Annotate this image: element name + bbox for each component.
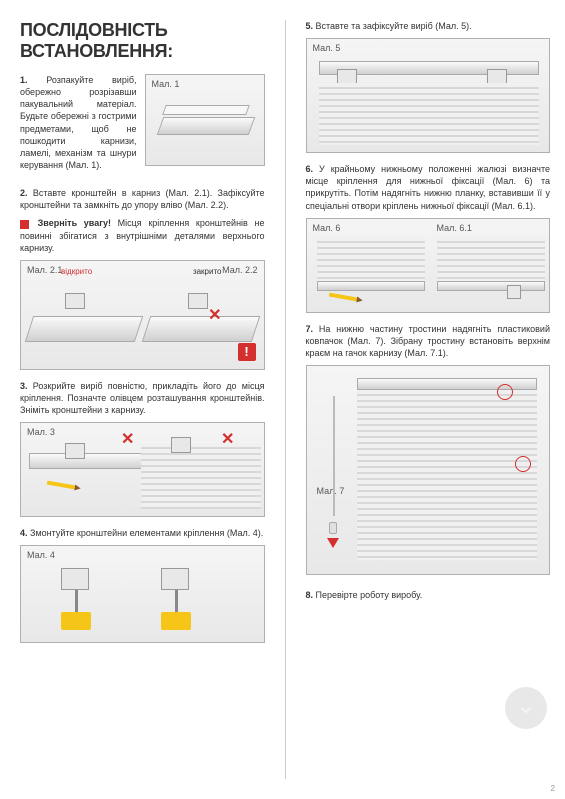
step-5-text: 5. Вставте та зафіксуйте виріб (Мал. 5). — [306, 20, 551, 32]
step-7-body: На нижню частину тростини надягніть плас… — [306, 324, 551, 358]
warning-label: Зверніть увагу! — [38, 218, 111, 228]
step-6-text: 6. У крайньому нижньому положенні жалюзі… — [306, 163, 551, 212]
figure-5-label: Мал. 5 — [313, 43, 341, 53]
x-mark-icon: ✕ — [221, 429, 234, 449]
step-7-num: 7. — [306, 324, 314, 334]
step-1: 1. Розпакуйте виріб, обережно розрізавши… — [20, 74, 265, 177]
x-mark-icon: ✕ — [208, 305, 221, 325]
step-8-text: 8. Перевірте роботу виробу. — [306, 589, 551, 601]
figure-3-label: Мал. 3 — [27, 427, 55, 437]
step-3-text: 3. Розкрийте виріб повністю, прикладіть … — [20, 380, 265, 416]
figure-2: Мал. 2.1 Мал. 2.2 відкрито закрито ✕ ! — [20, 260, 265, 370]
step-4-num: 4. — [20, 528, 28, 538]
alert-icon: ! — [238, 343, 256, 361]
page-title: ПОСЛІДОВНІСТЬ ВСТАНОВЛЕННЯ: — [20, 20, 265, 62]
right-column: 5. Вставте та зафіксуйте виріб (Мал. 5).… — [306, 20, 551, 779]
figure-4-label: Мал. 4 — [27, 550, 55, 560]
step-3-num: 3. — [20, 381, 28, 391]
step-1-num: 1. — [20, 75, 28, 85]
figure-5: Мал. 5 — [306, 38, 551, 153]
step-2-body: Вставте кронштейн в карниз (Мал. 2.1). З… — [20, 188, 265, 210]
step-3-body: Розкрийте виріб повністю, прикладіть йог… — [20, 381, 265, 415]
step-1-text: 1. Розпакуйте виріб, обережно розрізавши… — [20, 74, 137, 171]
x-mark-icon: ✕ — [121, 429, 134, 449]
open-label: відкрито — [61, 267, 92, 276]
page-number: 2 — [551, 784, 555, 793]
column-divider — [285, 20, 286, 779]
figure-1: Мал. 1 — [145, 74, 265, 166]
warning-icon — [20, 220, 29, 229]
figure-6: Мал. 6 Мал. 6.1 — [306, 218, 551, 313]
left-column: ПОСЛІДОВНІСТЬ ВСТАНОВЛЕННЯ: 1. Розпакуйт… — [20, 20, 265, 779]
step-4-body: Змонтуйте кронштейни елементами кріпленн… — [30, 528, 263, 538]
watermark-icon — [505, 687, 547, 729]
step-1-body: Розпакуйте виріб, обережно розрізавши па… — [20, 75, 137, 170]
figure-2-2-label: Мал. 2.2 — [222, 265, 257, 275]
closed-label: закрито — [193, 267, 222, 276]
step-7-text: 7. На нижню частину тростини надягніть п… — [306, 323, 551, 359]
step-6-body: У крайньому нижньому положенні жалюзі ви… — [306, 164, 551, 210]
figure-7: Мал. 7 Мал. 7.1 — [306, 365, 551, 575]
step-4-text: 4. Змонтуйте кронштейни елементами кріпл… — [20, 527, 265, 539]
step-2-warning: Зверніть увагу! Місця кріплення кронштей… — [20, 217, 265, 253]
step-2-num: 2. — [20, 188, 28, 198]
step-5-num: 5. — [306, 21, 314, 31]
figure-7-label: Мал. 7 — [317, 486, 345, 496]
step-8-body: Перевірте роботу виробу. — [316, 590, 423, 600]
step-5-body: Вставте та зафіксуйте виріб (Мал. 5). — [316, 21, 472, 31]
figure-6-1-label: Мал. 6.1 — [437, 223, 472, 233]
step-6-num: 6. — [306, 164, 314, 174]
figure-1-label: Мал. 1 — [152, 79, 180, 89]
figure-4: Мал. 4 — [20, 545, 265, 643]
figure-2-1-label: Мал. 2.1 — [27, 265, 62, 275]
figure-3: Мал. 3 ✕ ✕ — [20, 422, 265, 517]
figure-6-label: Мал. 6 — [313, 223, 341, 233]
step-2-text: 2. Вставте кронштейн в карниз (Мал. 2.1)… — [20, 187, 265, 211]
step-8-num: 8. — [306, 590, 314, 600]
